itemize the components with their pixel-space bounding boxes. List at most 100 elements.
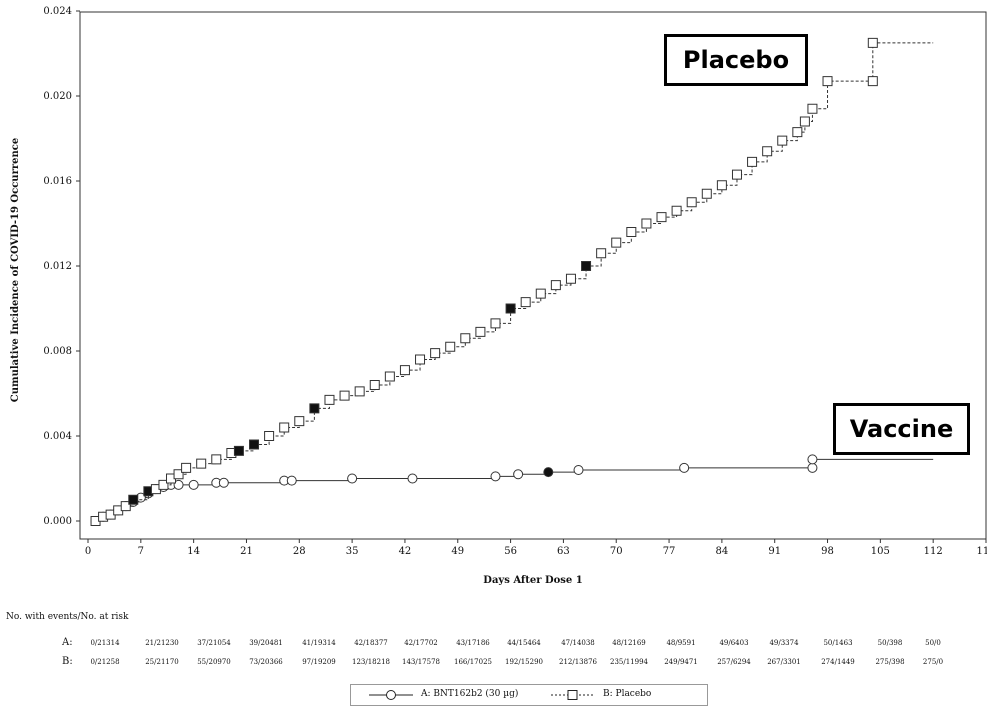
risk-cell: 275/398	[875, 658, 905, 666]
risk-cell: 166/17025	[454, 658, 492, 666]
risk-cell: 41/19314	[302, 639, 336, 647]
risk-cell: 249/9471	[664, 658, 698, 666]
data-point	[120, 501, 131, 512]
risk-cell: 0/21314	[90, 639, 120, 647]
risk-cell: 212/13876	[559, 658, 597, 666]
risk-cell: 44/15464	[507, 639, 541, 647]
data-point	[747, 156, 758, 167]
risk-cell: 21/21230	[145, 639, 179, 647]
data-point	[196, 458, 207, 469]
data-point	[490, 318, 501, 329]
x-tick-label: 105	[871, 546, 890, 557]
risk-cell: 50/1463	[823, 639, 853, 647]
x-tick-label: 35	[346, 546, 359, 557]
legend-marker-a	[386, 690, 396, 700]
x-tick-label: 42	[399, 546, 412, 557]
risk-cell: 49/3374	[769, 639, 799, 647]
data-point	[596, 248, 607, 259]
risk-cell: 42/17702	[404, 639, 438, 647]
data-point	[347, 473, 358, 484]
data-point	[807, 103, 818, 114]
data-point	[181, 462, 192, 473]
data-point	[626, 227, 637, 237]
data-point	[799, 116, 810, 127]
series-line	[95, 42, 934, 522]
risk-cell: 275/0	[922, 658, 944, 666]
y-tick-label: 0.016	[43, 176, 72, 187]
data-point	[279, 422, 290, 433]
x-tick-label: 14	[187, 546, 200, 557]
y-axis: 0.000 0.004 0.008 0.012 0.016 0.020 0.024	[43, 6, 80, 527]
data-point	[573, 465, 584, 475]
placebo-callout: Placebo	[664, 34, 808, 86]
x-tick-label: 77	[663, 546, 676, 557]
data-point	[430, 348, 441, 359]
risk-cell: 49/6403	[719, 639, 749, 647]
x-tick-label: 112	[924, 546, 943, 557]
x-axis: 0 7 14 21 28 35 42 49 56 63 70 77 84 91 98 105 112 119	[85, 539, 987, 557]
vaccine-callout: Vaccine	[833, 403, 970, 455]
x-tick-label: 56	[504, 546, 517, 557]
data-point	[656, 212, 667, 223]
risk-cell: 43/17186	[456, 639, 490, 647]
data-point	[679, 462, 690, 473]
y-tick-label: 0.008	[43, 346, 72, 357]
data-point	[339, 390, 350, 401]
x-tick-label: 49	[451, 546, 464, 557]
data-point	[641, 218, 652, 229]
data-point	[611, 237, 622, 248]
data-point	[731, 169, 742, 180]
risk-cell: 73/20366	[249, 658, 283, 666]
data-point	[460, 333, 471, 344]
data-point	[792, 127, 803, 138]
data-point	[807, 462, 818, 473]
data-point	[211, 454, 222, 465]
risk-cell: 0/21258	[90, 658, 120, 666]
data-point	[369, 380, 380, 390]
legend: A: BNT162b2 (30 µg) B: Placebo	[350, 684, 708, 706]
data-point	[543, 467, 554, 478]
data-point	[233, 445, 244, 456]
data-point	[777, 135, 788, 146]
risk-cell: 50/0	[925, 639, 941, 647]
x-tick-label: 7	[138, 546, 144, 557]
data-point	[671, 205, 682, 216]
risk-cell: 192/15290	[505, 658, 543, 666]
data-point	[686, 197, 697, 208]
x-axis-title: Days After Dose 1	[483, 575, 582, 586]
risk-row-a-label: A:	[62, 637, 73, 648]
data-point	[867, 37, 878, 48]
y-tick-label: 0.012	[43, 261, 72, 272]
data-point	[535, 288, 546, 299]
legend-label-b: B: Placebo	[603, 689, 652, 699]
data-point	[807, 454, 818, 465]
x-tick-label: 119	[976, 546, 987, 557]
risk-cell: 123/18218	[352, 658, 390, 666]
risk-cell: 235/11994	[610, 658, 648, 666]
data-point	[415, 354, 426, 365]
y-tick-label: 0.004	[43, 431, 72, 442]
data-point	[407, 473, 418, 484]
plot-frame	[79, 11, 987, 540]
x-tick-label: 21	[240, 546, 253, 557]
data-point	[490, 471, 501, 482]
data-point	[128, 494, 139, 505]
data-point	[249, 439, 260, 450]
data-point	[399, 365, 410, 376]
y-tick-label: 0.020	[43, 91, 72, 102]
y-tick-label: 0.024	[43, 6, 72, 17]
data-point	[520, 297, 531, 308]
risk-cell: 25/21170	[145, 658, 179, 666]
data-point	[445, 341, 456, 352]
risk-cell: 47/14038	[561, 639, 595, 647]
risk-cell: 97/19209	[302, 658, 336, 666]
data-point	[384, 371, 395, 382]
series-layer	[90, 37, 934, 526]
y-tick-label: 0.000	[43, 516, 72, 527]
data-point	[188, 479, 199, 490]
risk-row-b-label: B:	[62, 656, 73, 667]
risk-cell: 267/3301	[767, 658, 801, 666]
data-point	[701, 188, 712, 199]
x-tick-label: 84	[716, 546, 729, 557]
data-point	[762, 146, 773, 157]
